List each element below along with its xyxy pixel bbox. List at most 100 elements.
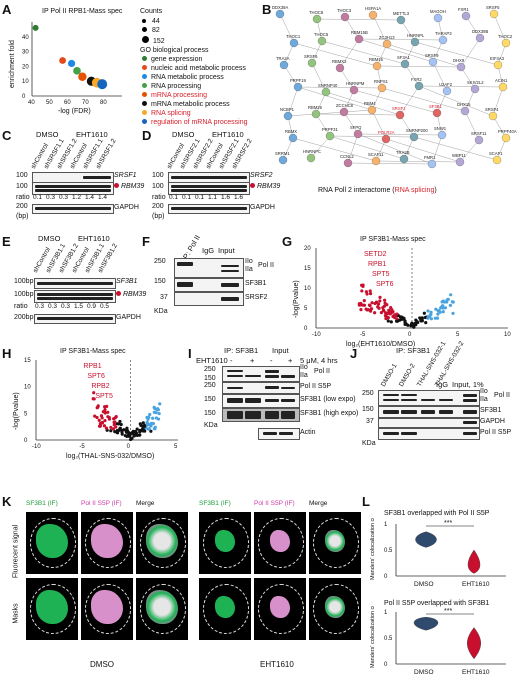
- panel-b-node-42: [353, 129, 363, 139]
- panel-a-xlabel: -log (FDR): [58, 108, 91, 115]
- panel-b-edge-24-2: [297, 86, 373, 111]
- panel-g-point-138: [385, 311, 390, 315]
- panel-k-nucleus-outline-1-4: [258, 584, 304, 634]
- panel-h-point-115: [153, 427, 157, 431]
- panel-b-edge-41-1: [310, 135, 331, 159]
- panel-g-point-112: [364, 307, 368, 311]
- panel-b-edge-4-1: [400, 19, 416, 43]
- panel-k-image-0-0: [26, 512, 78, 574]
- panel-g: IP SF3B1-Mass spec -10 -5 0 5 10 0 5 10 15 20 log₂…: [290, 234, 516, 348]
- panel-e-marker-0: 100bp: [14, 278, 34, 285]
- panel-g-point-99: [373, 301, 377, 306]
- panel-g-point-118: [382, 304, 386, 308]
- panel-e-lanes: shControl shSF3B1.1 shSF3B1.2 shControl shSF…: [32, 243, 119, 274]
- panel-k-signal-0-4: [270, 530, 290, 552]
- panel-h-point-18: [158, 402, 162, 406]
- panel-h-label: H: [2, 346, 12, 361]
- panel-b-node-label-8: THOC1: [286, 34, 301, 39]
- panel-h-point-90: [103, 419, 107, 423]
- panel-h-point-1: [149, 429, 153, 433]
- panel-b-node-32: [283, 111, 293, 121]
- panel-g-point-105: [449, 293, 453, 297]
- panel-k-group-dmso: DMSO: [90, 660, 114, 669]
- panel-b-node-0: [275, 9, 285, 19]
- panel-g-point-130: [395, 312, 399, 316]
- panel-f: IP: Pol II IgG Input IIo IIa Pol II SF3B…: [150, 233, 274, 334]
- panel-h-point-11: [141, 421, 145, 425]
- panel-d-row-srsf2: SRSF2: [250, 172, 273, 179]
- panel-a-legend-swatch-0: [142, 56, 147, 61]
- panel-b-edge-42-2: [357, 133, 433, 165]
- panel-a-legend-item-6: RNA splicing: [142, 110, 256, 119]
- panel-l-plot2-title: Pol II S5P overlapped with SF3B1: [384, 600, 490, 607]
- panel-b-node-51: [371, 156, 381, 166]
- panel-j-input: Input, 1%: [452, 380, 484, 389]
- panel-b-edge-38-1: [464, 110, 480, 141]
- panel-h-point-127: [130, 436, 134, 441]
- panel-b-edge-11-2: [386, 43, 462, 68]
- panel-b-node-label-27: RNPS1: [374, 79, 389, 84]
- panel-b-edge-36-1: [399, 114, 415, 138]
- panel-b-edge-33-1: [315, 113, 331, 137]
- panel-a-ytick-0: 0: [22, 94, 26, 100]
- panel-f-row-polii: Pol II: [258, 262, 274, 269]
- panel-g-point-123: [435, 316, 440, 320]
- panel-k-channel-5: Merge: [309, 500, 328, 507]
- panel-h-title: IP SF3B1-Mass spec: [60, 348, 126, 355]
- panel-c-ratio-1: 0.3: [46, 194, 56, 201]
- panel-g-point-62: [370, 301, 374, 305]
- panel-f-row-srsf2: SRSF2: [245, 294, 268, 301]
- panel-g-point-89: [389, 320, 393, 324]
- panel-a-legend-item-2: RNA metabolic process: [142, 74, 256, 83]
- panel-g-point-16: [424, 320, 428, 325]
- panel-b-node-35: [367, 105, 377, 115]
- panel-i-marker-0: 250: [204, 366, 216, 373]
- panel-d-ratio-0: 0.1: [169, 194, 179, 201]
- panel-b-node-label-25: SNRNP40: [318, 83, 338, 88]
- panel-e-row-rbm39: RBM39: [116, 291, 146, 298]
- panel-d-lanes: shControl shSRSF2.1 shSRSF2.2 shControl shSR…: [166, 138, 254, 170]
- panel-k-nucleus-outline-1-1: [85, 584, 131, 634]
- panel-b-edge-46-1: [459, 139, 480, 163]
- panel-c-marker-1: 100: [16, 183, 28, 190]
- panel-h-point-102: [141, 429, 145, 433]
- panel-b-edge-24-0: [297, 86, 383, 89]
- panel-b-node-label-38: DHX15: [457, 102, 471, 107]
- panel-b-node-label-47: PRPF40A: [498, 129, 517, 134]
- panel-l-plot2-violin-1: [467, 627, 481, 660]
- panel-k-row-masks: Masks: [12, 603, 20, 624]
- panel-l-violin-2: 0 0.5 1 Manders' colocalization coefficient…: [370, 606, 506, 676]
- panel-b-node-53: [427, 159, 437, 169]
- panel-a-legend-label-3: RNA processing: [151, 83, 202, 90]
- panel-a-point-1: [59, 57, 66, 64]
- panel-b-node-label-14: DDX39B: [472, 29, 488, 34]
- panel-b-node-26: [349, 85, 359, 95]
- panel-h-ytick-1: 5: [24, 411, 28, 417]
- panel-b-node-45: [437, 130, 447, 140]
- panel-b-node-30: [470, 84, 480, 94]
- panel-b-node-46: [474, 135, 484, 145]
- panel-j-blot-gapdh: [378, 418, 480, 428]
- panel-k-image-0-3: [199, 512, 251, 574]
- panel-g-point-124: [393, 315, 397, 320]
- panel-b-node-6: [461, 11, 471, 21]
- panel-b-node-2: [340, 12, 350, 22]
- panel-b-edge-8-2: [293, 42, 378, 67]
- panel-g-point-117: [384, 316, 388, 321]
- panel-j-label: J: [350, 346, 358, 361]
- panel-g-highlight-2: SPT5: [372, 271, 390, 278]
- panel-d-treat-dmso: DMSO: [172, 130, 195, 139]
- panel-j-marker-1: 150: [362, 406, 374, 413]
- panel-e-blot-rbm39: [34, 290, 116, 303]
- panel-b-node-1: [312, 14, 322, 24]
- panel-b-node-label-12: HNRNPL: [407, 33, 425, 38]
- panel-k-nucleus-outline-1-2: [140, 584, 186, 634]
- panel-k: SF3B1 (IF) Pol II S5P (IF) Merge SF3B1 (IF)…: [4, 494, 361, 684]
- panel-g-ytick-0: 0: [304, 326, 308, 332]
- panel-a-legend-swatch-1: [142, 65, 147, 70]
- panel-h-point-136: [97, 418, 101, 422]
- panel-b-node-label-24: PRPF19: [290, 78, 306, 83]
- panel-b-node-20: [400, 59, 410, 69]
- panel-h-point-105: [103, 405, 107, 409]
- panel-h-point-79: [151, 416, 155, 420]
